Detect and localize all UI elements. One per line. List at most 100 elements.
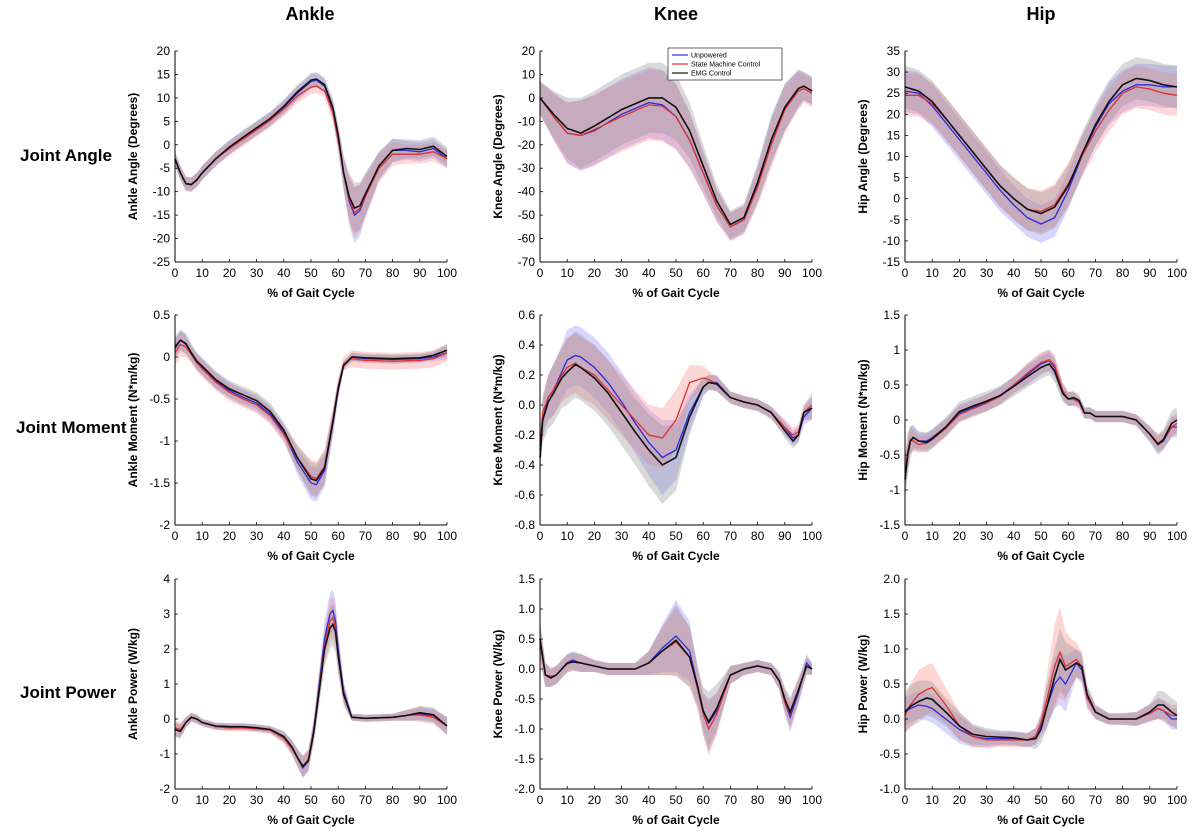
- x-tick-label: 80: [386, 529, 400, 543]
- y-tick-label: -1: [159, 434, 170, 448]
- line-emg-control: [539, 638, 813, 724]
- y-tick-label: -0.6: [514, 488, 535, 502]
- y-tick-label: -50: [518, 208, 536, 222]
- y-tick-label: 0.5: [883, 378, 900, 392]
- x-tick-label: 50: [669, 266, 683, 280]
- panel-ankle-moment: 0 10 20 30 40 50 60 70 80 90 100 -2 -1.5 -1 -0.5 0 0.5 % …: [126, 308, 457, 563]
- x-tick-label: 0: [902, 793, 909, 807]
- x-tick-label: 100: [437, 793, 457, 807]
- y-tick-label: -0.5: [514, 692, 535, 706]
- row-title-joint-angle: Joint Angle: [20, 146, 112, 165]
- y-tick-label: 0.4: [518, 338, 535, 352]
- x-tick-label: 10: [561, 266, 575, 280]
- y-tick-label: -60: [518, 232, 536, 246]
- band-unpowered: [540, 67, 812, 241]
- band-unpowered: [175, 73, 447, 244]
- y-tick-label: 0.5: [518, 632, 535, 646]
- x-tick-label: 40: [642, 266, 656, 280]
- x-tick-label: 20: [588, 529, 602, 543]
- panel-knee-angle: 0 10 20 30 40 50 60 70 80 90 100-70-60-50-40-30-20…: [491, 44, 822, 300]
- x-tick-label: 0: [172, 266, 179, 280]
- column-title-hip: Hip: [1027, 4, 1056, 24]
- x-tick-label: 30: [615, 529, 629, 543]
- panel-hip-moment: 0 10 20 30 40 50 60 70 80 90 100 -1.5 -1 -0.5 0 0.5 1 1.5…: [856, 308, 1187, 563]
- x-tick-label: 90: [778, 266, 792, 280]
- y-tick-label: -5: [889, 213, 900, 227]
- x-axis-label: % of Gait Cycle: [267, 286, 355, 300]
- x-tick-label: 90: [1143, 266, 1157, 280]
- x-tick-label: 90: [413, 529, 427, 543]
- x-tick-label: 80: [386, 793, 400, 807]
- band-unpowered: [175, 589, 447, 779]
- band-state-machine-control: [540, 69, 812, 241]
- x-tick-label: 20: [588, 266, 602, 280]
- y-tick-label: 2: [163, 642, 170, 656]
- x-tick-label: 50: [669, 529, 683, 543]
- line-state-machine-control: [539, 87, 813, 228]
- x-tick-label: 100: [437, 266, 457, 280]
- panel-hip-power: 0 10 20 30 40 50 60 70 80 90 100 -1.0 -0.5 0.0 0.5 1.0 1…: [856, 572, 1187, 827]
- y-tick-label: -0.5: [879, 448, 900, 462]
- y-tick-label: 5: [163, 114, 170, 128]
- column-title-ankle: Ankle: [285, 4, 334, 24]
- x-axis-label: % of Gait Cycle: [267, 813, 355, 827]
- y-tick-label: -1.5: [879, 518, 900, 532]
- x-tick-label: 50: [1034, 793, 1048, 807]
- y-tick-label: -1.0: [879, 782, 900, 796]
- y-tick-label: -70: [518, 255, 536, 269]
- y-tick-label: 0: [163, 138, 170, 152]
- band-state-machine-control: [175, 331, 447, 496]
- x-tick-label: 60: [697, 793, 711, 807]
- y-tick-label: 20: [887, 107, 901, 121]
- x-tick-label: 70: [1089, 793, 1103, 807]
- y-tick-label: -0.2: [514, 428, 535, 442]
- x-axis-label: % of Gait Cycle: [632, 813, 720, 827]
- x-tick-label: 50: [304, 266, 318, 280]
- x-tick-label: 20: [588, 793, 602, 807]
- x-tick-label: 30: [250, 793, 264, 807]
- x-tick-label: 60: [332, 529, 346, 543]
- x-tick-label: 30: [615, 793, 629, 807]
- line-emg-control: [904, 363, 1178, 480]
- y-tick-label: -1: [889, 483, 900, 497]
- y-axis-label: Hip Angle (Degrees): [856, 99, 870, 213]
- y-tick-label: -0.8: [514, 518, 535, 532]
- y-tick-label: 2.0: [883, 572, 900, 586]
- band-emg-control: [175, 330, 447, 498]
- panel-hip-angle: 0 10 20 30 40 50 60 70 80 90 100 -15 -10 -5 0 5 10 15 20 25…: [856, 44, 1187, 300]
- y-tick-label: 0: [893, 413, 900, 427]
- y-tick-label: 1: [893, 343, 900, 357]
- y-tick-label: 20: [157, 44, 171, 58]
- x-tick-label: 90: [413, 793, 427, 807]
- y-tick-label: 35: [887, 44, 901, 58]
- y-tick-label: 0.0: [518, 398, 535, 412]
- x-tick-label: 40: [277, 793, 291, 807]
- y-tick-label: 0.6: [518, 308, 535, 322]
- legend: Unpowered State Machine Control EMG Cont…: [667, 47, 783, 81]
- x-axis-label: % of Gait Cycle: [997, 549, 1085, 563]
- y-axis-label: Ankle Power (W/kg): [126, 628, 140, 740]
- y-tick-label: 25: [887, 86, 901, 100]
- x-axis-label: % of Gait Cycle: [997, 813, 1085, 827]
- y-tick-label: -2.0: [514, 782, 535, 796]
- y-tick-label: -0.5: [149, 392, 170, 406]
- y-axis-label: Knee Power (W/kg): [491, 630, 505, 739]
- x-tick-label: 100: [1167, 529, 1187, 543]
- y-tick-label: 0.5: [883, 677, 900, 691]
- x-tick-label: 80: [751, 793, 765, 807]
- x-tick-label: 70: [724, 266, 738, 280]
- row-title-joint-power: Joint Power: [20, 683, 117, 702]
- line-emg-control: [174, 339, 448, 482]
- x-tick-label: 40: [1007, 529, 1021, 543]
- band-state-machine-control: [905, 65, 1177, 233]
- y-tick-label: 10: [887, 150, 901, 164]
- y-tick-label: 20: [522, 44, 536, 58]
- x-tick-label: 20: [223, 793, 237, 807]
- x-tick-label: 60: [697, 266, 711, 280]
- y-tick-label: -1: [159, 747, 170, 761]
- x-tick-label: 10: [926, 793, 940, 807]
- y-tick-label: 1.5: [883, 308, 900, 322]
- x-tick-label: 50: [1034, 529, 1048, 543]
- y-tick-label: -2: [159, 518, 170, 532]
